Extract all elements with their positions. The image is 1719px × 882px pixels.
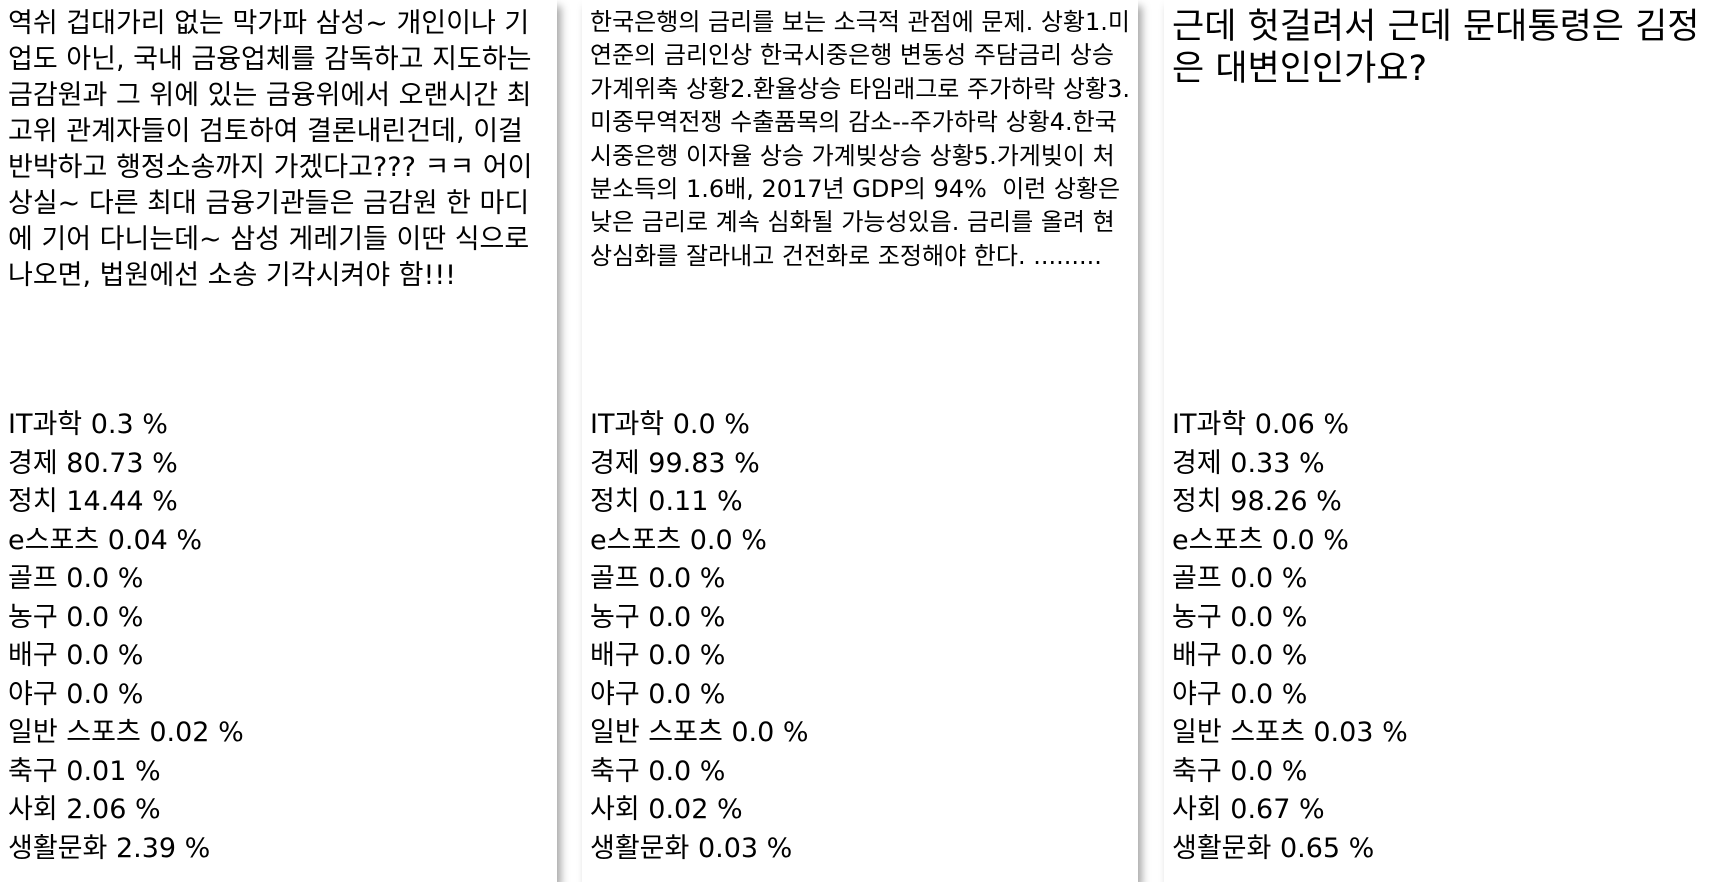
score-basketball: 농구 0.0 % [8, 601, 144, 633]
score-general-sports: 일반 스포츠 0.03 % [1172, 717, 1408, 748]
score-volleyball: 배구 0.0 % [8, 640, 144, 671]
score-golf: 골프 0.0 % [1172, 563, 1308, 594]
score-baseball: 야구 0.0 % [8, 678, 144, 710]
score-basketball: 농구 0.0 % [590, 601, 726, 633]
score-basketball: 농구 0.0 % [1172, 601, 1308, 633]
score-society: 사회 2.06 % [8, 794, 161, 825]
score-golf: 골프 0.0 % [8, 563, 144, 594]
comment-text: 역쉬 겁대가리 없는 막가파 삼성~ 개인이나 기업도 아닌, 국내 금융업체를… [8, 8, 541, 291]
score-soccer: 축구 0.0 % [590, 755, 726, 787]
category-score-list: IT과학 0.3 % 경제 80.73 % 정치 14.44 % e스포츠 0.… [8, 406, 549, 868]
category-score-list: IT과학 0.0 % 경제 99.83 % 정치 0.11 % e스포츠 0.0… [590, 406, 1130, 868]
score-it-science: IT과학 0.06 % [1172, 409, 1350, 440]
score-esports: e스포츠 0.04 % [8, 524, 203, 556]
score-economy: 경제 80.73 % [8, 447, 178, 479]
comment-card-1: 역쉬 겁대가리 없는 막가파 삼성~ 개인이나 기업도 아닌, 국내 금융업체를… [0, 0, 557, 882]
comment-card-2: 한국은행의 금리를 보는 소극적 관점에 문제. 상황1.미연준의 금리인상 한… [582, 0, 1138, 882]
score-politics: 정치 98.26 % [1172, 486, 1342, 517]
score-esports: e스포츠 0.0 % [1172, 524, 1349, 556]
score-soccer: 축구 0.01 % [8, 755, 161, 787]
category-score-list: IT과학 0.06 % 경제 0.33 % 정치 98.26 % e스포츠 0.… [1172, 406, 1711, 868]
score-esports: e스포츠 0.0 % [590, 524, 767, 556]
score-life-culture: 생활문화 2.39 % [8, 832, 211, 864]
score-volleyball: 배구 0.0 % [590, 640, 726, 671]
score-economy: 경제 99.83 % [590, 447, 760, 479]
score-society: 사회 0.67 % [1172, 794, 1325, 825]
score-it-science: IT과학 0.3 % [8, 409, 168, 440]
score-volleyball: 배구 0.0 % [1172, 640, 1308, 671]
score-golf: 골프 0.0 % [590, 563, 726, 594]
score-society: 사회 0.02 % [590, 794, 743, 825]
score-life-culture: 생활문화 0.03 % [590, 832, 793, 864]
score-soccer: 축구 0.0 % [1172, 755, 1308, 787]
comment-text: 한국은행의 금리를 보는 소극적 관점에 문제. 상황1.미연준의 금리인상 한… [590, 8, 1130, 270]
score-baseball: 야구 0.0 % [590, 678, 726, 710]
score-economy: 경제 0.33 % [1172, 447, 1325, 479]
score-politics: 정치 0.11 % [590, 486, 743, 517]
comment-text: 근데 헛걸려서 근데 문대통령은 김정은 대변인인가요? [1172, 7, 1700, 89]
score-baseball: 야구 0.0 % [1172, 678, 1308, 710]
score-general-sports: 일반 스포츠 0.0 % [590, 717, 809, 748]
score-it-science: IT과학 0.0 % [590, 409, 750, 440]
score-politics: 정치 14.44 % [8, 486, 178, 517]
score-general-sports: 일반 스포츠 0.02 % [8, 717, 244, 748]
score-life-culture: 생활문화 0.65 % [1172, 832, 1375, 864]
comment-card-3: 근데 헛걸려서 근데 문대통령은 김정은 대변인인가요? IT과학 0.06 %… [1164, 0, 1719, 882]
